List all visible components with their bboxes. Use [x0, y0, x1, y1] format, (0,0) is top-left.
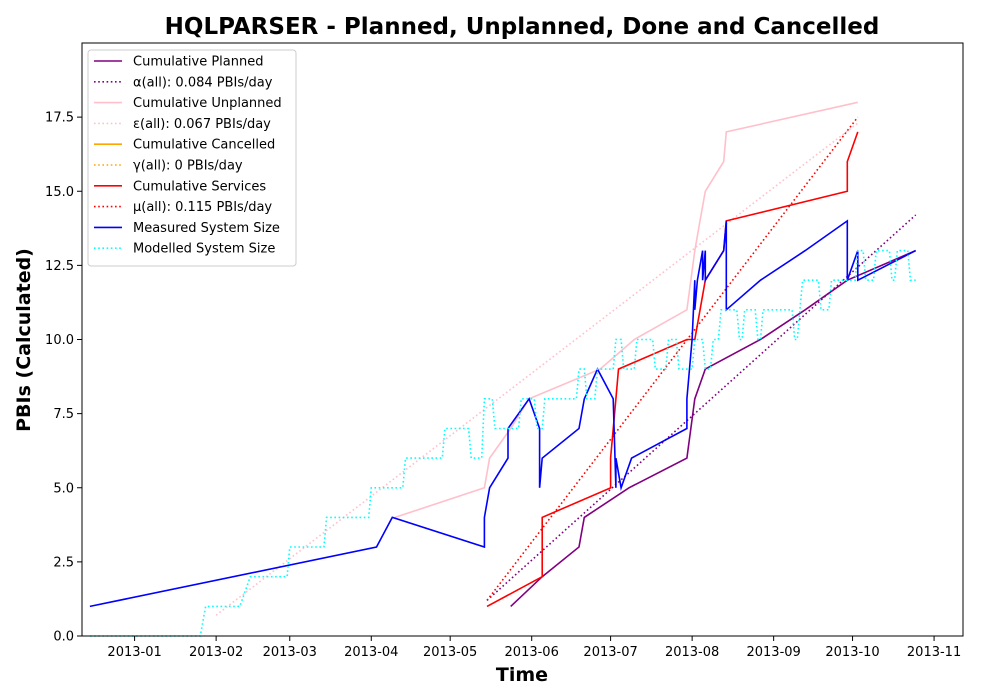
y-tick-label: 0.0	[53, 630, 74, 645]
x-tick-label: 2013-10	[825, 645, 879, 660]
chart-title: HQLPARSER - Planned, Unplanned, Done and…	[165, 14, 880, 40]
y-tick-label: 15.0	[45, 185, 74, 200]
legend-label: γ(all): 0 PBIs/day	[133, 159, 243, 174]
x-tick-label: 2013-09	[746, 645, 800, 660]
y-tick-label: 5.0	[53, 481, 74, 496]
legend-label: Cumulative Planned	[133, 55, 263, 70]
y-tick-label: 10.0	[45, 333, 74, 348]
legend-label: Cumulative Services	[133, 179, 266, 194]
x-tick-label: 2013-01	[107, 645, 161, 660]
series-2-cumulative-unplanned-line	[394, 101, 858, 519]
plot-area	[89, 101, 917, 637]
legend-label: μ(all): 0.115 PBIs/day	[133, 200, 272, 215]
legend-label: Cumulative Unplanned	[133, 96, 282, 111]
legend-label: Modelled System Size	[133, 242, 275, 257]
y-axis: 0.0 2.5 5.0 7.5 10.0 12.5 15.0 17.5	[45, 111, 82, 645]
x-tick-label: 2013-04	[344, 645, 398, 660]
legend-label: Measured System Size	[133, 221, 280, 236]
y-tick-label: 7.5	[53, 407, 74, 422]
series-7-all-0-115-pbis-day-line	[486, 116, 859, 601]
x-tick-label: 2013-08	[665, 645, 719, 660]
series-3-all-0-067-pbis-day-line	[215, 122, 859, 616]
y-tick-label: 17.5	[45, 111, 74, 126]
series-8-measured-system-size-line	[89, 219, 917, 608]
legend-label: α(all): 0.084 PBIs/day	[133, 75, 273, 90]
series-6-cumulative-services-line	[486, 131, 859, 608]
x-tick-label: 2013-06	[505, 645, 559, 660]
series-9-modelled-system-size-line	[89, 249, 916, 637]
y-axis-label: PBIs (Calculated)	[13, 248, 35, 432]
legend-label: ε(all): 0.067 PBIs/day	[133, 117, 271, 132]
x-tick-label: 2013-07	[583, 645, 637, 660]
x-axis: 2013-01 2013-02 2013-03 2013-04 2013-05 2013-…	[107, 636, 961, 660]
x-tick-label: 2013-11	[907, 645, 961, 660]
series-0-cumulative-planned-line	[510, 249, 917, 607]
y-tick-label: 12.5	[45, 259, 74, 274]
legend: Cumulative Planned α(all): 0.084 PBIs/day…	[87, 49, 297, 267]
legend-box	[87, 49, 297, 267]
y-tick-label: 2.5	[53, 555, 74, 570]
x-tick-label: 2013-02	[189, 645, 243, 660]
series-1-all-0-084-pbis-day-line	[486, 214, 917, 601]
x-axis-label: Time	[496, 664, 548, 686]
x-tick-label: 2013-03	[263, 645, 317, 660]
legend-label: Cumulative Cancelled	[133, 138, 275, 153]
x-tick-label: 2013-05	[423, 645, 477, 660]
